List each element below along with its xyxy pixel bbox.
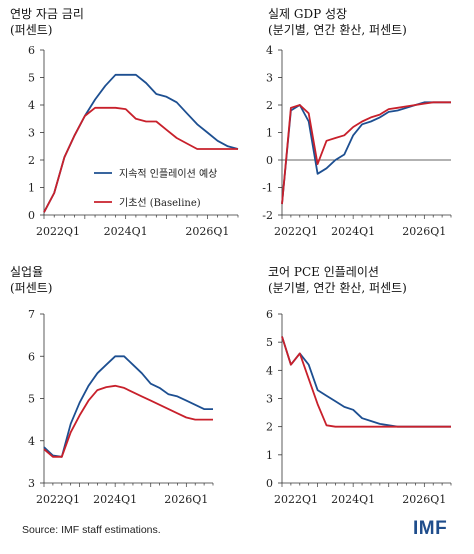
chart-panel-4: 코어 PCE 인플레이션 (분기별, 연간 환산, 퍼센트) 0 1 2 3 4 5 6 2022…: [266, 265, 452, 506]
series-line-baseline: [281, 336, 451, 428]
chart-title: 실제 GDP 성장: [268, 7, 347, 21]
y-tick-label: 4: [266, 44, 273, 57]
series-line-baseline: [281, 101, 451, 205]
chart-subtitle: (분기별, 연간 환산, 퍼센트): [268, 23, 407, 37]
y-tick-label: 0: [28, 209, 35, 222]
y-tick-label: 4: [28, 435, 35, 448]
series-line-baseline: [43, 106, 238, 213]
y-tick-label: 1: [266, 127, 273, 140]
x-tick-label: 2024Q1: [331, 225, 375, 238]
series-line-persistent-inflation: [43, 355, 213, 458]
x-tick-label: 2024Q1: [331, 493, 375, 506]
source-note: Source: IMF staff estimations.: [22, 524, 161, 536]
chart-subtitle: (퍼센트): [10, 281, 52, 295]
x-tick-label: 2026Q1: [402, 493, 446, 506]
y-tick-label: 7: [28, 308, 35, 321]
y-tick-label: 3: [28, 477, 35, 490]
y-tick-label: 2: [266, 99, 273, 112]
x-tick-label: 2026Q1: [164, 493, 208, 506]
series-line-persistent-inflation: [43, 73, 239, 213]
y-tick-label: -2: [262, 209, 273, 222]
chart-subtitle: (분기별, 연간 환산, 퍼센트): [268, 281, 407, 295]
chart-panel-2: 실제 GDP 성장 (분기별, 연간 환산, 퍼센트) -2 -1 0 1 2 3 4 2022Q…: [262, 7, 452, 238]
legend-label-baseline: 기초선 (Baseline): [119, 197, 201, 209]
x-tick-label: 2022Q1: [36, 225, 80, 238]
series-line-persistent-inflation: [281, 336, 451, 428]
chart-title: 실업율: [10, 265, 43, 279]
y-tick-label: 5: [266, 336, 273, 349]
y-tick-label: 4: [28, 99, 35, 112]
y-tick-label: 6: [28, 350, 35, 363]
y-tick-label: 0: [266, 154, 273, 167]
series-line-baseline: [43, 384, 213, 458]
chart-title: 코어 PCE 인플레이션: [268, 265, 379, 279]
chart-panel-1: 연방 자금 금리 (퍼센트) 0 1 2 3 4 5 6 2022Q1 2024Q1 2026Q1 지속…: [10, 7, 239, 238]
chart-panel-3: 실업율 (퍼센트) 3 4 5 6 7 2022Q1 2024Q1 2026Q1: [10, 265, 214, 506]
chart-title: 연방 자금 금리: [10, 7, 84, 21]
x-tick-label: 2026Q1: [185, 225, 229, 238]
y-tick-label: 3: [266, 72, 273, 85]
x-tick-label: 2022Q1: [274, 493, 318, 506]
y-tick-label: 1: [28, 182, 35, 195]
x-tick-label: 2026Q1: [402, 225, 446, 238]
y-tick-label: 4: [266, 364, 273, 377]
x-tick-label: 2024Q1: [93, 493, 137, 506]
imf-logo: IMF: [413, 518, 448, 539]
y-tick-label: 5: [28, 72, 35, 85]
y-tick-label: 0: [266, 477, 273, 490]
x-tick-label: 2024Q1: [104, 225, 148, 238]
x-tick-label: 2022Q1: [274, 225, 318, 238]
y-tick-label: 6: [266, 308, 273, 321]
y-tick-label: 2: [28, 154, 35, 167]
y-tick-label: -1: [262, 182, 273, 195]
y-tick-label: 1: [266, 449, 273, 462]
y-tick-label: 2: [266, 421, 273, 434]
legend-label-persistent: 지속적 인플레이션 예상: [119, 168, 217, 180]
y-tick-label: 6: [28, 44, 35, 57]
chart-subtitle: (퍼센트): [10, 23, 52, 37]
y-tick-label: 3: [266, 393, 273, 406]
x-tick-label: 2022Q1: [36, 493, 80, 506]
y-tick-label: 5: [28, 393, 35, 406]
series-line-persistent-inflation: [281, 101, 451, 205]
y-tick-label: 3: [28, 127, 35, 140]
